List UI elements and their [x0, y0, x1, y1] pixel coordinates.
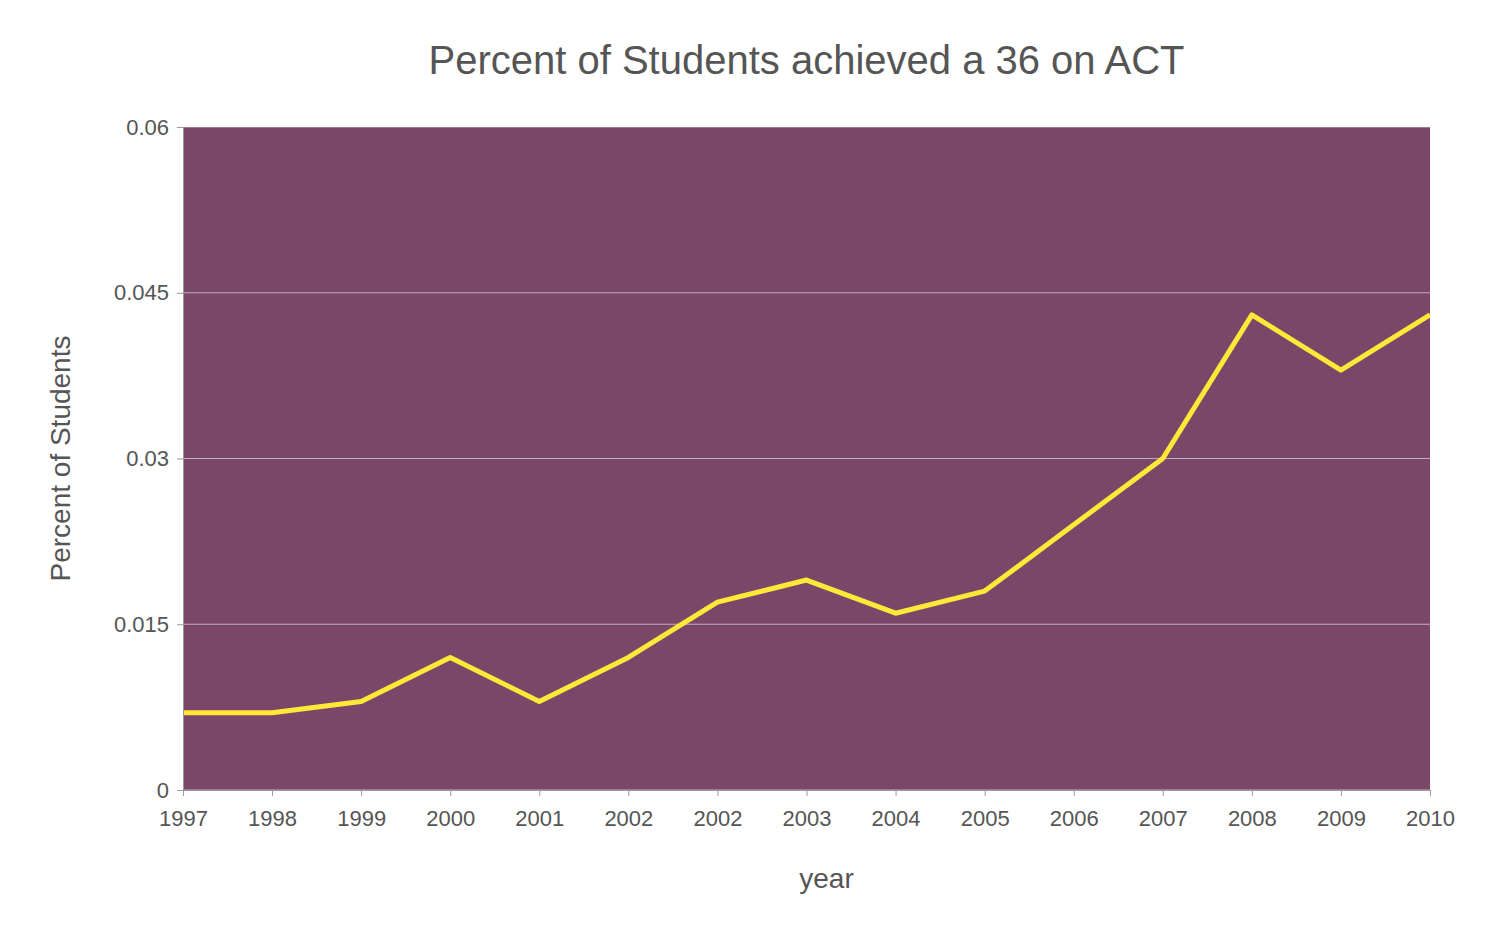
- x-tick-mark: [361, 790, 362, 796]
- x-tick-mark: [985, 790, 986, 796]
- grid-line: [183, 458, 1430, 459]
- x-tick-mark: [1163, 790, 1164, 796]
- x-axis-line: [184, 791, 1431, 797]
- x-tick-mark: [1430, 790, 1431, 796]
- x-tick-label: 2000: [426, 806, 475, 831]
- x-tick: 1999: [337, 790, 386, 831]
- y-tick-mark: [177, 624, 183, 625]
- x-axis-title: year: [799, 863, 853, 894]
- chart: 0 0.015 0.03 0.045 0.06 1997 1998 1999 2000 2001 2…: [0, 0, 1500, 928]
- x-tick: 2002: [604, 790, 653, 831]
- y-tick: 0.045: [114, 280, 183, 305]
- y-tick-mark: [177, 293, 183, 294]
- x-tick-mark: [896, 790, 897, 796]
- x-tick-label: 1997: [159, 806, 208, 831]
- x-tick: 1998: [248, 790, 297, 831]
- x-tick-label: 1999: [337, 806, 386, 831]
- x-tick: 2001: [515, 790, 564, 831]
- x-tick-label: 2006: [1050, 806, 1099, 831]
- x-tick-label: 2002: [604, 806, 653, 831]
- x-tick-label: 2002: [693, 806, 742, 831]
- y-axis: 0 0.015 0.03 0.045 0.06: [114, 115, 184, 803]
- x-tick-mark: [628, 790, 629, 796]
- grid-line: [183, 292, 1430, 293]
- y-tick-label: 0: [157, 778, 169, 803]
- x-axis: 1997 1998 1999 2000 2001 2002 2002 2003 2004 2005…: [159, 790, 1455, 831]
- x-tick: 2008: [1228, 790, 1277, 831]
- y-tick-label: 0.06: [126, 115, 169, 140]
- x-tick-label: 2009: [1317, 806, 1366, 831]
- grid-line: [183, 624, 1430, 625]
- grid: [183, 127, 1430, 790]
- x-tick-mark: [807, 790, 808, 796]
- grid-line: [183, 127, 1430, 128]
- x-tick-mark: [539, 790, 540, 796]
- y-tick-label: 0.045: [114, 280, 169, 305]
- y-tick-label: 0.015: [114, 612, 169, 637]
- x-tick: 2004: [872, 790, 921, 831]
- y-tick-mark: [177, 790, 183, 791]
- y-tick: 0.06: [126, 115, 183, 140]
- line: [183, 315, 1430, 713]
- x-tick-label: 2001: [515, 806, 564, 831]
- marks: [183, 315, 1430, 713]
- x-tick-mark: [272, 790, 273, 796]
- y-tick: 0.03: [126, 446, 183, 471]
- x-tick: 2006: [1050, 790, 1099, 831]
- x-tick: 2000: [426, 790, 475, 831]
- x-tick-mark: [1341, 790, 1342, 796]
- x-tick-label: 2003: [783, 806, 832, 831]
- y-tick-mark: [177, 459, 183, 460]
- x-tick: 2010: [1406, 790, 1455, 831]
- y-tick: 0: [157, 778, 183, 803]
- y-axis-line: [177, 128, 184, 791]
- x-tick-mark: [1074, 790, 1075, 796]
- x-tick-label: 2010: [1406, 806, 1455, 831]
- y-tick-label: 0.03: [126, 446, 169, 471]
- x-tick-label: 2005: [961, 806, 1010, 831]
- x-tick: 2003: [783, 790, 832, 831]
- x-tick-label: 2007: [1139, 806, 1188, 831]
- x-tick-mark: [1252, 790, 1253, 796]
- y-tick: 0.015: [114, 612, 183, 637]
- x-tick-mark: [717, 790, 718, 796]
- y-axis-title: Percent of Students: [45, 336, 76, 582]
- x-tick-label: 1998: [248, 806, 297, 831]
- title: Percent of Students achieved a 36 on ACT: [428, 38, 1184, 82]
- x-tick: 2009: [1317, 790, 1366, 831]
- x-tick: 2005: [961, 790, 1010, 831]
- x-tick: 2002: [693, 790, 742, 831]
- x-tick: 1997: [159, 790, 208, 831]
- plot-background: [183, 127, 1430, 790]
- x-tick-mark: [183, 790, 184, 796]
- x-tick: 2007: [1139, 790, 1188, 831]
- y-tick-mark: [177, 127, 183, 128]
- x-tick-label: 2004: [872, 806, 921, 831]
- x-tick-mark: [450, 790, 451, 796]
- x-tick-label: 2008: [1228, 806, 1277, 831]
